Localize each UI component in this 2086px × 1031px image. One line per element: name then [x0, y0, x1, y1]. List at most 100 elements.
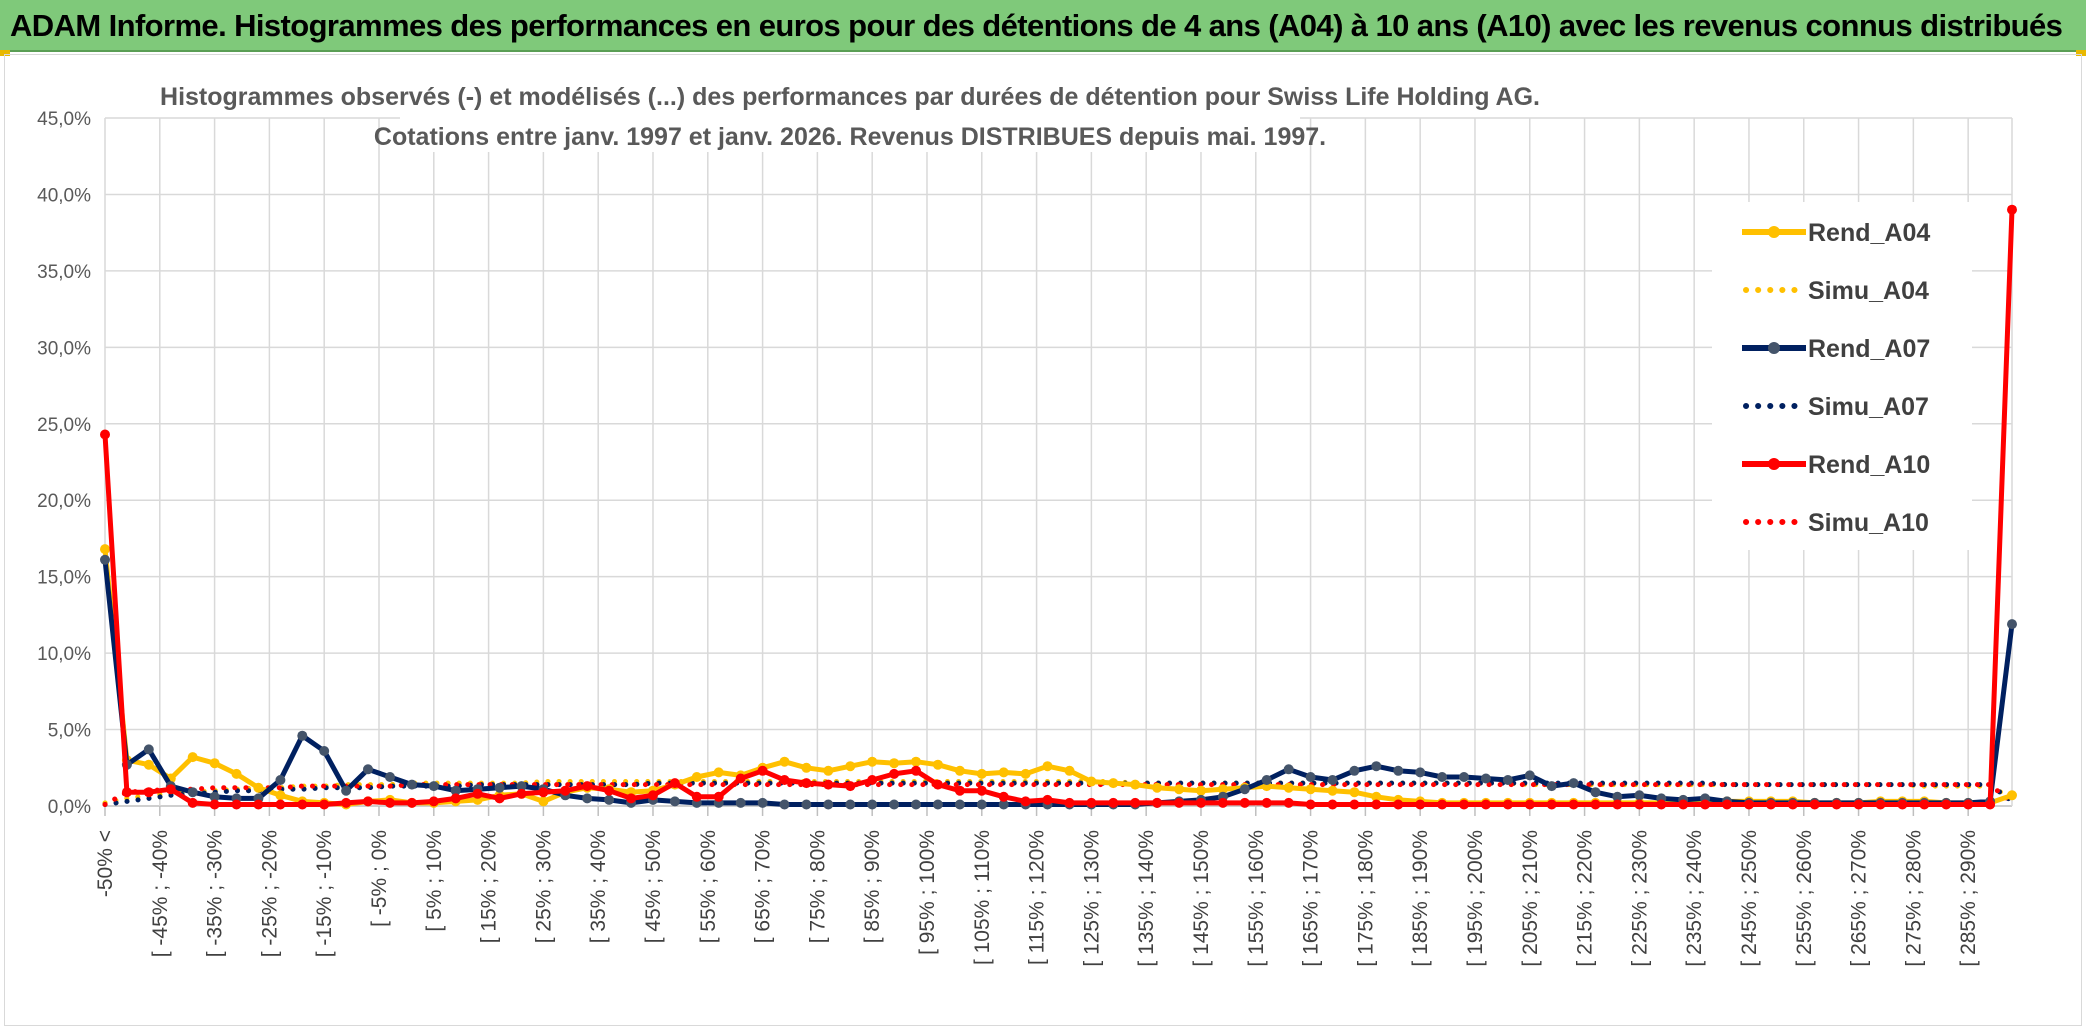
- data-point: [1196, 797, 1206, 808]
- data-point: [1327, 785, 1338, 796]
- data-point: [1744, 799, 1754, 810]
- data-point: [494, 793, 505, 804]
- x-tick-label: [ 105% ; 110%: [971, 830, 994, 965]
- data-point: [1524, 770, 1535, 781]
- data-point: [450, 785, 461, 796]
- y-tick-label: 30,0%: [37, 338, 91, 359]
- chart-title-group: Histogrammes observés (-) et modélisés (…: [160, 76, 1540, 152]
- data-point: [1787, 799, 1798, 810]
- series-simu-a07: [102, 780, 2015, 807]
- data-point: [845, 799, 856, 810]
- data-point: [341, 785, 352, 796]
- data-point: [1853, 799, 1864, 810]
- data-point: [1283, 782, 1294, 793]
- data-point: [1371, 761, 1382, 772]
- data-point: [1130, 779, 1141, 790]
- data-point: [100, 554, 110, 565]
- y-axis-ticks: 0,0% 5,0% 10,0% 15,0% 20,0% 25,0% 30,0% 35,0% 40…: [37, 109, 91, 818]
- data-point: [954, 765, 965, 776]
- data-point: [253, 782, 264, 793]
- data-point: [1809, 799, 1820, 810]
- data-point: [1064, 765, 1075, 776]
- data-point: [1349, 765, 1360, 776]
- data-point: [187, 752, 198, 763]
- data-point: [1042, 794, 1053, 805]
- legend-marker: [1768, 458, 1780, 470]
- data-point: [1459, 772, 1469, 782]
- chart-title: Histogrammes observés (-) et modélisés (…: [160, 83, 1540, 111]
- data-point: [1459, 799, 1469, 810]
- legend-item: Simu_A04: [1743, 277, 1929, 305]
- data-point: [845, 761, 856, 772]
- legend-item: Rend_A04: [1742, 219, 1930, 247]
- legend-label: Rend_A10: [1808, 451, 1930, 479]
- x-tick-label: [ 245% ; 250%: [1738, 830, 1761, 967]
- data-point: [1042, 761, 1053, 772]
- data-point: [560, 785, 571, 796]
- x-tick-label: [ -45% ; -40%: [149, 830, 172, 957]
- data-point: [297, 799, 308, 810]
- x-tick-label: [ 55% ; 60%: [697, 830, 720, 943]
- data-point: [976, 799, 987, 810]
- series-rend-a10: [100, 204, 2017, 810]
- data-point: [516, 788, 527, 799]
- data-point: [669, 796, 680, 807]
- data-point: [998, 767, 1009, 778]
- legend-item: Rend_A10: [1742, 451, 1930, 479]
- data-point: [691, 772, 702, 782]
- data-point: [1502, 775, 1513, 785]
- data-point: [253, 799, 264, 810]
- data-point: [100, 429, 110, 440]
- chart-frame: [4, 54, 2082, 1026]
- x-axis-ticks: -50% < [ -45% ; -40% [ -35% ; -30% [ -25% ;…: [94, 830, 1980, 967]
- data-point: [1130, 797, 1141, 808]
- corner-accent-right: [2076, 50, 2086, 56]
- data-point: [1371, 791, 1382, 802]
- data-point: [1086, 776, 1097, 787]
- x-tick-label: [ 225% ; 230%: [1628, 830, 1651, 967]
- data-point: [100, 544, 110, 555]
- data-point: [1897, 799, 1908, 810]
- data-point: [209, 799, 220, 810]
- data-point: [1108, 778, 1119, 789]
- data-point: [187, 787, 198, 798]
- data-point: [626, 793, 637, 804]
- x-tick-label: [ 195% ; 200%: [1464, 830, 1487, 967]
- y-tick-label: 5,0%: [48, 721, 91, 742]
- data-point: [1590, 799, 1601, 810]
- data-point: [1283, 797, 1294, 808]
- data-point: [1064, 797, 1075, 808]
- x-tick-label: [ 65% ; 70%: [752, 830, 775, 943]
- data-point: [1108, 797, 1119, 808]
- data-point: [472, 788, 483, 799]
- series-rend-a04: [100, 544, 2017, 810]
- data-point: [954, 799, 965, 810]
- page-title: ADAM Informe. Histogrammes des performan…: [10, 8, 2063, 43]
- x-tick-label: [ -25% ; -20%: [258, 830, 281, 957]
- data-point: [1590, 787, 1601, 798]
- x-tick-label: [ 255% ; 260%: [1793, 830, 1816, 967]
- data-point: [1305, 799, 1316, 810]
- data-point: [867, 756, 878, 767]
- data-point: [385, 797, 395, 808]
- data-point: [779, 799, 790, 810]
- legend-item: Simu_A07: [1743, 393, 1929, 421]
- data-point: [1568, 778, 1579, 789]
- data-point: [976, 768, 987, 779]
- data-point: [735, 773, 746, 784]
- data-point: [801, 762, 812, 773]
- y-tick-label: 35,0%: [37, 262, 91, 283]
- data-point: [2007, 790, 2017, 801]
- x-tick-label: [ 95% ; 100%: [916, 830, 939, 955]
- legend-marker: [1768, 226, 1780, 238]
- data-point: [757, 797, 768, 808]
- data-point: [998, 791, 1009, 802]
- y-tick-label: 10,0%: [37, 644, 91, 665]
- data-point: [911, 765, 921, 776]
- data-point: [801, 799, 812, 810]
- data-point: [494, 782, 505, 793]
- data-point: [932, 779, 943, 790]
- data-point: [954, 785, 965, 796]
- data-point: [275, 799, 286, 810]
